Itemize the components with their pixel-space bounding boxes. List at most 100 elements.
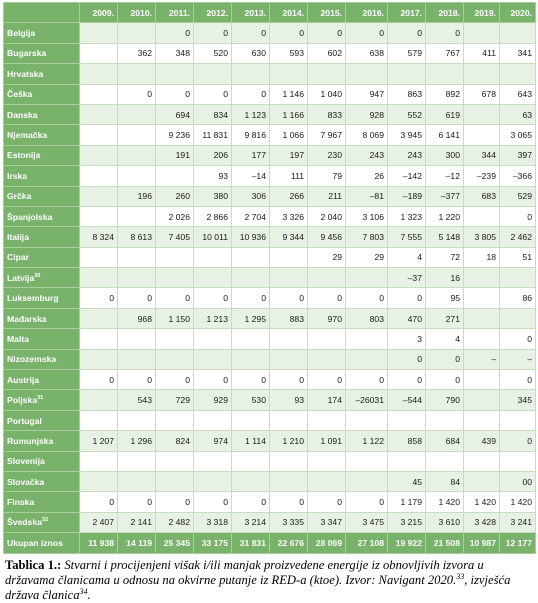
value-cell (155, 409, 194, 432)
table-row: Grčka 196 260 380 306 266 211 –81 –189 –377 683 529 (3, 185, 536, 207)
value-cell (193, 328, 232, 350)
value-cell (117, 103, 156, 126)
value-cell (79, 185, 118, 207)
table-row: Austrija 0 0 0 0 0 0 0 0 0 0 0 (3, 369, 536, 391)
value-cell (79, 165, 118, 187)
table-row: Italija 8 324 8 613 7 405 10 011 10 936 9 344 9… (3, 226, 536, 248)
value-cell (307, 470, 346, 493)
value-cell (463, 22, 500, 44)
value-cell: 93 (269, 389, 308, 411)
value-cell: 177 (231, 144, 270, 167)
value-cell (79, 22, 118, 44)
value-cell (193, 409, 232, 432)
value-cell: 45 (387, 470, 426, 493)
value-cell: 3 326 (269, 205, 308, 228)
value-cell (269, 328, 308, 350)
caption-text: Stvarni i procijenjeni višak i/ili manja… (5, 557, 484, 587)
country-name-cell: Slovenija (3, 450, 80, 472)
value-cell (425, 450, 464, 472)
value-cell (117, 409, 156, 432)
value-cell (117, 470, 156, 493)
value-cell: 300 (425, 144, 464, 167)
total-value-cell: 19 922 (387, 532, 426, 554)
total-value-cell: 27 108 (345, 532, 388, 554)
value-cell (193, 450, 232, 472)
value-cell: 0 (193, 369, 232, 391)
value-cell: 0 (231, 22, 270, 44)
value-cell: 3 (387, 328, 426, 350)
table-row: Slovačka 45 84 00 (3, 470, 536, 493)
value-cell: 3 805 (463, 226, 500, 248)
value-cell (193, 267, 232, 289)
value-cell: 86 (499, 287, 536, 309)
value-cell: 2 141 (117, 511, 156, 534)
value-cell: 543 (117, 389, 156, 411)
value-cell (155, 267, 194, 289)
year-header: 2016. (345, 1, 388, 24)
value-cell (307, 63, 346, 85)
value-cell (345, 450, 388, 472)
table-row: Švedska32 2 407 2 141 2 482 3 318 3 214 3 335 3… (3, 511, 536, 534)
value-cell: 211 (307, 185, 346, 207)
value-cell: 892 (425, 83, 464, 105)
value-cell: 10 936 (231, 226, 270, 248)
value-cell: 0 (269, 22, 308, 44)
value-cell (79, 450, 118, 472)
value-cell: 0 (117, 287, 156, 309)
country-name-cell: Portugal (3, 409, 80, 432)
value-cell: 0 (307, 369, 346, 391)
value-cell: 63 (499, 103, 536, 126)
table-row: Belgija 0 0 0 0 0 0 0 0 (3, 22, 536, 44)
value-cell: 974 (193, 430, 232, 452)
value-cell: 0 (499, 328, 536, 350)
value-cell (79, 246, 118, 269)
year-header: 2014. (269, 1, 308, 24)
value-cell: 3 428 (463, 511, 500, 534)
value-cell: 0 (231, 369, 270, 391)
value-cell: –12 (425, 165, 464, 187)
value-cell: –81 (345, 185, 388, 207)
value-cell: 1 296 (117, 430, 156, 452)
value-cell: 530 (231, 389, 270, 411)
value-cell (117, 246, 156, 269)
value-cell: 684 (425, 430, 464, 452)
value-cell (345, 267, 388, 289)
total-value-cell: 10 987 (463, 532, 500, 554)
footnote-ref: 32 (41, 517, 49, 524)
value-cell (387, 450, 426, 472)
value-cell: – (499, 348, 536, 371)
country-name-cell: Estonija (3, 144, 80, 167)
caption-footnote-ref: 33 (456, 571, 465, 581)
value-cell: 0 (387, 369, 426, 391)
value-cell (499, 307, 536, 330)
total-value-cell: 11 938 (79, 532, 118, 554)
value-cell: 1 114 (231, 430, 270, 452)
value-cell: 3 106 (345, 205, 388, 228)
energy-table: 2009. 2010. 2011. 2012. 2013. 2014. 2015. 2016.… (3, 1, 536, 554)
value-cell (79, 205, 118, 228)
table-row: Rumunjska 1 207 1 296 824 974 1 114 1 210 1 091… (3, 430, 536, 452)
value-cell: 9 236 (155, 124, 194, 146)
caption-footnote-ref-2: 34 (79, 586, 88, 596)
value-cell (79, 470, 118, 493)
value-cell: 306 (231, 185, 270, 207)
value-cell: 2 866 (193, 205, 232, 228)
value-cell: 243 (345, 144, 388, 167)
value-cell: –377 (425, 185, 464, 207)
value-cell (269, 348, 308, 371)
value-cell (345, 63, 388, 85)
country-name: Mađarska (7, 313, 47, 324)
value-cell: 0 (231, 83, 270, 105)
value-cell: 3 215 (387, 511, 426, 534)
value-cell: –14 (231, 165, 270, 187)
value-cell: 1 040 (307, 83, 346, 105)
value-cell: 9 456 (307, 226, 346, 248)
country-name: Španjolska (7, 211, 53, 222)
value-cell: 0 (499, 369, 536, 391)
value-cell: 0 (345, 369, 388, 391)
country-name-cell: Grčka (3, 185, 80, 207)
table-row: Poljska31 543 729 929 530 93 174 –26031 –544 790 3… (3, 389, 536, 411)
value-cell: 858 (387, 430, 426, 452)
table-row: Hrvatska (3, 63, 536, 85)
